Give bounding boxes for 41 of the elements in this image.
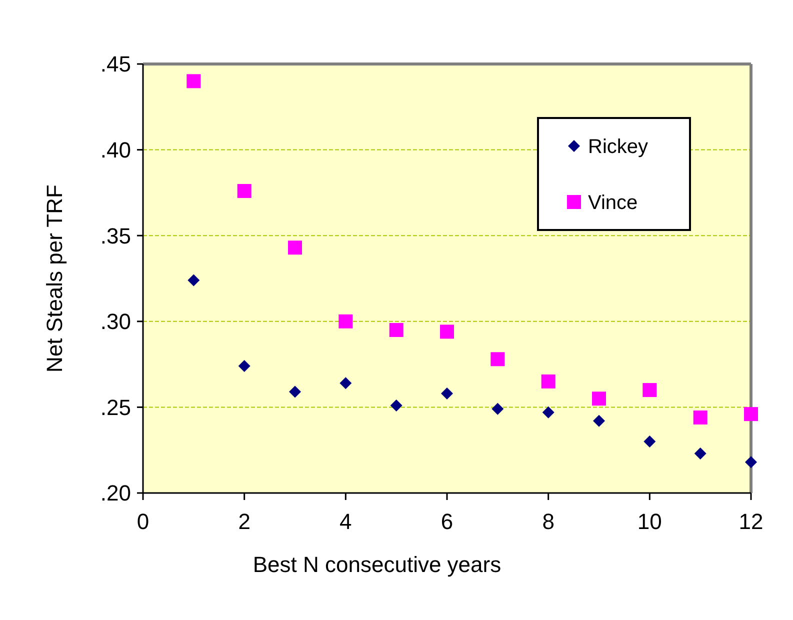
point (593, 414, 605, 427)
point (745, 456, 757, 468)
y-tick-label: .20 (100, 480, 131, 506)
point (490, 352, 505, 366)
point (644, 436, 656, 448)
point (592, 392, 606, 406)
x-tick-label: 4 (340, 509, 352, 534)
point (694, 448, 706, 460)
x-tick-label: 12 (738, 509, 764, 534)
y-tick-label: .30 (100, 309, 131, 334)
point (441, 387, 453, 400)
point (340, 377, 352, 390)
point (440, 324, 454, 339)
y-tick-label: .35 (100, 223, 131, 248)
x-tick-label: 10 (637, 509, 662, 534)
legend-label: Rickey (588, 136, 648, 158)
point (186, 74, 201, 88)
point (289, 386, 301, 398)
point (693, 410, 708, 424)
point (237, 184, 252, 198)
point (492, 402, 504, 415)
point (541, 374, 556, 388)
y-tick-label: .45 (100, 52, 131, 77)
point (642, 383, 657, 398)
point (338, 314, 353, 328)
legend-label: Vince (588, 192, 638, 214)
x-tick-label: 2 (238, 509, 250, 534)
point (542, 406, 554, 418)
x-tick-label: 6 (440, 509, 454, 534)
point (389, 322, 404, 337)
point (188, 274, 200, 286)
x-axis-title: Best N consecutive years (252, 552, 502, 577)
point (390, 399, 402, 412)
x-tick-label: 8 (542, 509, 554, 534)
point (288, 240, 302, 255)
point (744, 407, 758, 422)
x-tick-label: 0 (136, 509, 150, 534)
y-tick-label: .40 (100, 138, 131, 162)
point (238, 360, 250, 372)
y-tick-label: .25 (100, 394, 131, 420)
y-axis-title: Net Steals per TRF (42, 184, 67, 372)
